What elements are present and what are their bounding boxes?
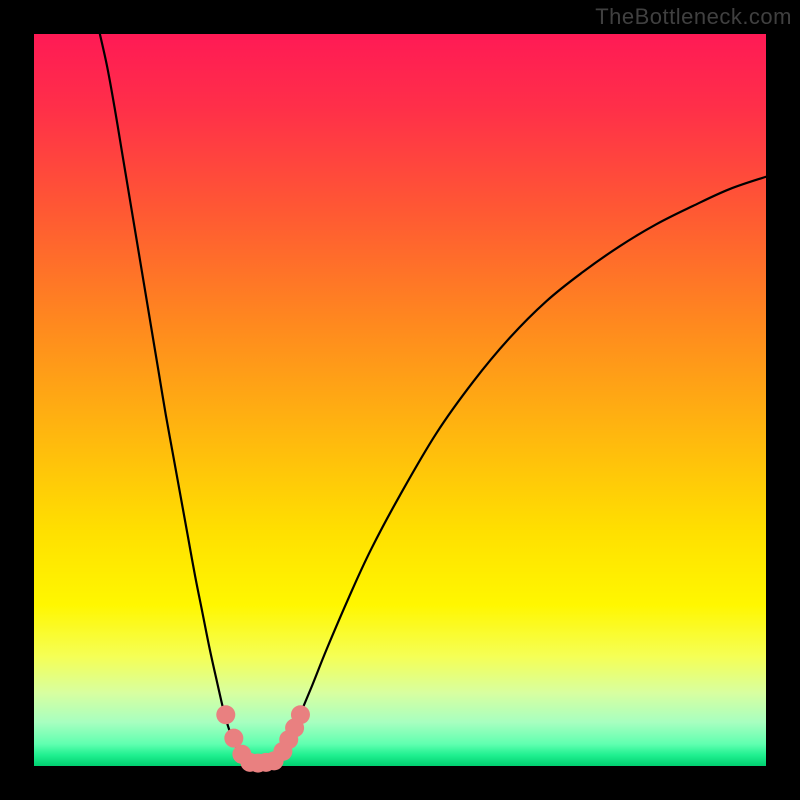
watermark-text: TheBottleneck.com (595, 4, 792, 30)
data-marker (291, 705, 310, 724)
data-marker (224, 729, 243, 748)
plot-background (34, 34, 766, 766)
data-marker (216, 705, 235, 724)
chart-container: TheBottleneck.com (0, 0, 800, 800)
plot-svg (0, 0, 800, 800)
